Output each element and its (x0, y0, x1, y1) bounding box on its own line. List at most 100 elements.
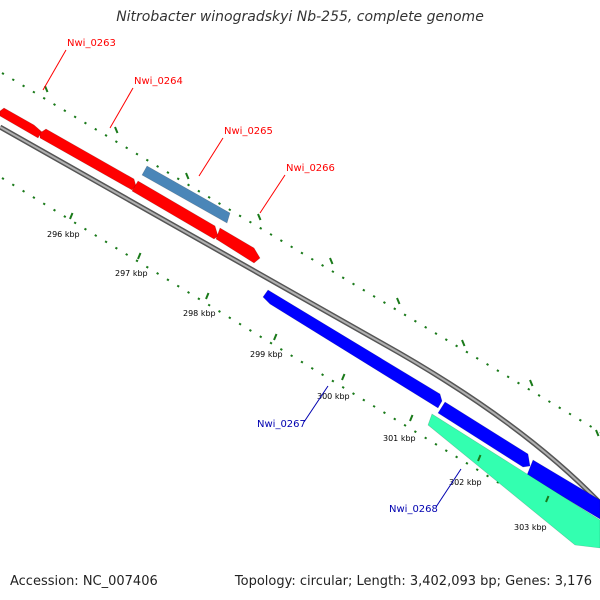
outer-tick-dot (125, 146, 129, 150)
kbp-tick-mark (341, 373, 346, 381)
gene-nwi-0267-end[interactable] (526, 459, 600, 520)
outer-tick-dot (248, 220, 252, 224)
inner-tick-dot (455, 455, 459, 459)
inner-tick-dot (290, 354, 294, 358)
outer-tick-dot (207, 195, 211, 199)
kbp-tick-label: 300 kbp (317, 392, 350, 401)
outer-tick-dot (589, 424, 593, 428)
gene-label-nwi-0263[interactable]: Nwi_0263 (67, 38, 116, 49)
outer-tick-dot (578, 418, 582, 422)
outer-tick-dot (53, 103, 56, 106)
kbp-tick-label: 297 kbp (115, 269, 148, 278)
gene-leader-line (198, 137, 224, 177)
inner-tick-dot (228, 316, 232, 320)
outer-tick-dot (455, 344, 459, 348)
outer-tick-dot (1, 72, 5, 75)
kbp-tick-mark (137, 252, 142, 260)
inner-tick-dot (176, 284, 180, 288)
gene-nwi-0264-part[interactable] (131, 180, 219, 240)
inner-tick-dot (393, 417, 397, 421)
outer-tick-mark (114, 126, 119, 134)
outer-tick-dot (176, 177, 180, 181)
outer-tick-dot (352, 282, 355, 286)
outer-tick-dot (321, 264, 325, 267)
outer-tick-dot (568, 412, 572, 416)
inner-tick-dot (300, 360, 304, 364)
outer-tick-dot (279, 239, 283, 243)
gene-label-nwi-0268[interactable]: Nwi_0268 (389, 504, 438, 515)
inner-tick-dot (331, 379, 335, 383)
inner-tick-dot (73, 221, 77, 225)
outer-tick-dot (537, 394, 541, 397)
outer-tick-dot (259, 226, 263, 230)
gene-nwi-0263[interactable] (0, 107, 43, 139)
gene-nwi-0267[interactable] (262, 289, 443, 409)
inner-tick-dot (269, 341, 273, 345)
inner-tick-dot (63, 215, 67, 218)
outer-tick-dot (341, 276, 345, 280)
outer-tick-dot (32, 90, 36, 94)
outer-tick-dot (63, 109, 67, 113)
gene-labels: Nwi_0263 Nwi_0264 Nwi_0265 Nwi_0266 Nwi_0267… (67, 38, 438, 515)
outer-tick-dot (413, 319, 417, 323)
outer-tick-mark (396, 297, 401, 305)
inner-tick-dot (341, 385, 345, 389)
outer-tick-dot (166, 171, 170, 175)
inner-tick-dot (166, 278, 170, 282)
outer-tick-dot (135, 152, 139, 156)
inner-tick-dot (238, 322, 242, 326)
inner-tick-dot (475, 468, 479, 472)
inner-tick-dot (413, 430, 417, 434)
kbp-tick-label: 298 kbp (183, 309, 216, 318)
outer-tick-dot (218, 202, 221, 205)
inner-tick-dot (372, 404, 376, 408)
outer-tick-dot (527, 387, 531, 391)
gene-nwi-0265[interactable] (141, 165, 231, 224)
gene-label-nwi-0266[interactable]: Nwi_0266 (286, 163, 335, 174)
genome-summary-text: Topology: circular; Length: 3,402,093 bp… (234, 574, 592, 589)
outer-tick-mark (529, 379, 534, 387)
kbp-tick-mark (409, 414, 414, 422)
gene-nwi-0268[interactable] (427, 413, 600, 549)
gene-leader-line (259, 174, 286, 214)
outer-tick-dot (228, 208, 232, 212)
kbp-tick-mark (545, 495, 550, 503)
outer-tick-dot (300, 251, 304, 255)
inner-tick-dot (434, 442, 438, 446)
gene-label-nwi-0265[interactable]: Nwi_0265 (224, 126, 273, 137)
backbone-layer (0, 124, 600, 505)
inner-tick-dot (53, 208, 56, 212)
outer-tick-dot (506, 375, 510, 379)
outer-tick-dot (444, 338, 448, 342)
outer-tick-dot (187, 183, 190, 187)
gene-nwi-0264[interactable] (39, 128, 137, 191)
outer-tick-dot (42, 96, 46, 100)
outer-tick-dot (558, 406, 562, 410)
gene-nwi-0267-part[interactable] (437, 401, 531, 468)
inner-tick-dot (424, 436, 428, 440)
kbp-tick-mark (273, 333, 278, 341)
kbp-tick-label: 299 kbp (250, 350, 283, 359)
inner-tick-dot (104, 240, 108, 244)
gene-nwi-0266[interactable] (215, 227, 261, 264)
inner-tick-dot (444, 449, 448, 453)
gene-label-nwi-0267[interactable]: Nwi_0267 (257, 419, 306, 430)
gene-leader-line (303, 385, 329, 423)
inner-tick-dot (310, 366, 314, 370)
kbp-tick-marks (44, 85, 600, 503)
gene-label-nwi-0264[interactable]: Nwi_0264 (134, 76, 183, 87)
inner-tick-dot (362, 398, 366, 402)
kbp-tick-labels: 296 kbp 297 kbp 298 kbp 299 kbp 300 kbp 301 k… (47, 230, 547, 532)
outer-tick-dot (475, 356, 479, 360)
outer-tick-dot (547, 400, 551, 404)
inner-tick-dot (11, 183, 15, 187)
outer-tick-mark (44, 85, 49, 93)
inner-tick-dot (496, 480, 500, 484)
outer-tick-dot (290, 245, 294, 249)
outer-tick-dot (434, 332, 438, 335)
inner-tick-dot (248, 329, 252, 332)
outer-tick-dot (310, 257, 314, 261)
inner-tick-dot (42, 202, 46, 206)
